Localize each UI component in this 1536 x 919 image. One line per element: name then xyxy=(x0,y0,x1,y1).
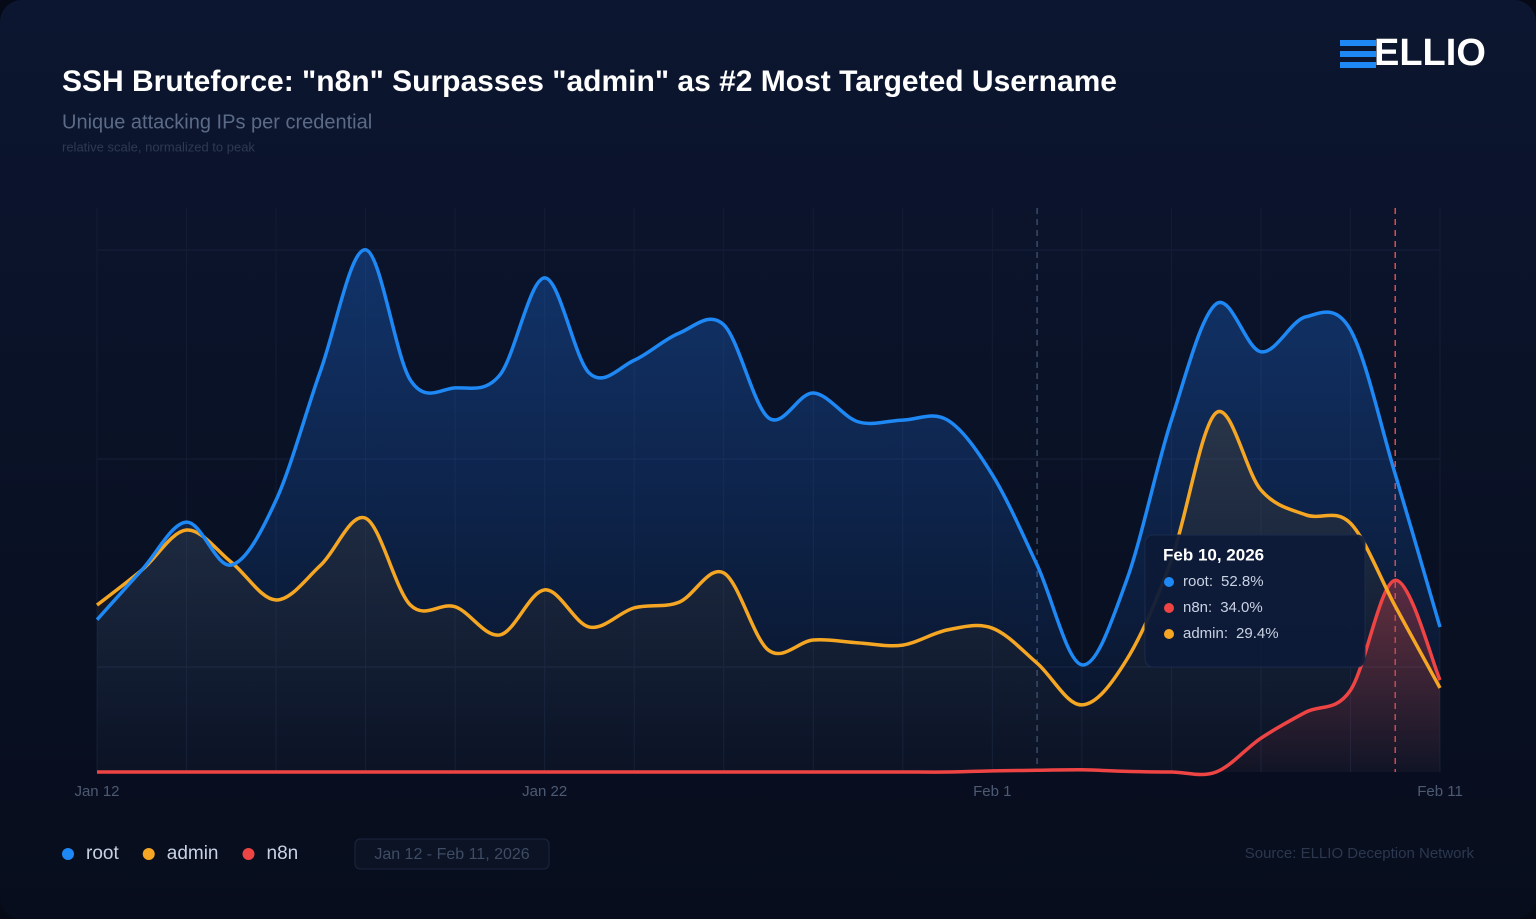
line xyxy=(97,578,1442,777)
legend-label: root xyxy=(86,843,119,864)
logo-mark xyxy=(1340,40,1376,68)
line xyxy=(95,247,1442,667)
tooltip-title: Feb 10, 2026 xyxy=(1163,545,1264,564)
legend-dot xyxy=(62,848,74,860)
tooltip: Feb 10, 2026 root: 52.8% n8n: 34.0% admin: 29… xyxy=(1144,534,1366,668)
tooltip-dot xyxy=(1164,603,1174,613)
line xyxy=(95,409,1442,707)
tooltip-box xyxy=(1144,534,1366,668)
area xyxy=(97,580,1440,775)
x-tick-label: Feb 11 xyxy=(1417,783,1463,800)
x-tick-label: Jan 22 xyxy=(522,783,567,800)
plot xyxy=(95,208,1442,777)
legend-dot xyxy=(242,848,255,860)
tooltip-value: 52.8% xyxy=(1221,573,1264,590)
tooltip-value: 29.4% xyxy=(1236,625,1279,642)
subtitle: Unique attacking IPs per credential xyxy=(62,111,372,133)
date-range-box xyxy=(354,838,550,870)
note: relative scale, normalized to peak xyxy=(62,139,255,154)
x-tick-label: Jan 12 xyxy=(74,783,119,800)
tooltip-label: n8n: xyxy=(1183,599,1212,616)
tooltip-value: 34.0% xyxy=(1220,599,1263,616)
source: Source: ELLIO Deception Network xyxy=(1245,845,1475,862)
tooltip-dot xyxy=(1164,629,1174,639)
date-range: Jan 12 - Feb 11, 2026 xyxy=(374,846,529,863)
legend-label: admin xyxy=(167,843,219,864)
legend-dot xyxy=(142,848,155,860)
x-tick-label: Feb 1 xyxy=(973,783,1011,800)
logo: ELLIO xyxy=(1374,32,1486,74)
legend-label: n8n xyxy=(267,843,299,864)
tooltip-label: root: xyxy=(1183,573,1213,590)
tooltip-label: admin: xyxy=(1183,625,1228,642)
tooltip-dot xyxy=(1164,577,1174,587)
legend: root admin n8n xyxy=(62,843,298,864)
chart-title: SSH Bruteforce: "n8n" Surpasses "admin" … xyxy=(62,65,1117,98)
area xyxy=(97,411,1440,772)
